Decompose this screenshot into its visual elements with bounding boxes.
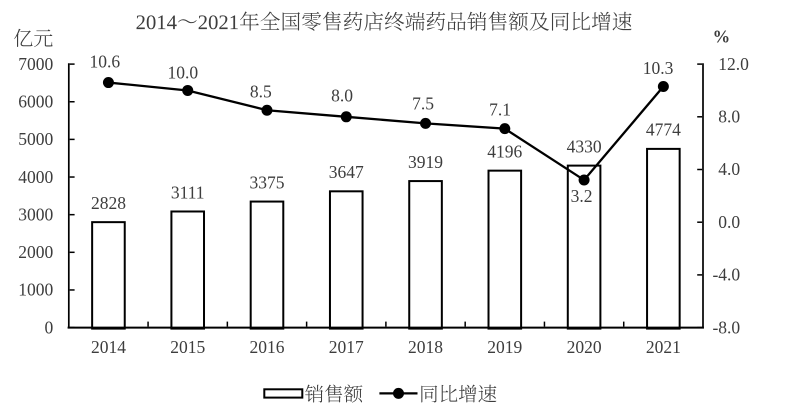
svg-text:2014: 2014 [91, 337, 126, 357]
svg-text:12.0: 12.0 [718, 54, 749, 74]
svg-text:6000: 6000 [18, 91, 53, 111]
svg-text:4196: 4196 [487, 141, 522, 161]
svg-text:3919: 3919 [408, 152, 443, 172]
svg-text:0.0: 0.0 [718, 212, 740, 232]
svg-text:3647: 3647 [329, 162, 364, 182]
svg-text:2018: 2018 [408, 337, 443, 357]
svg-text:10.3: 10.3 [643, 58, 674, 78]
svg-text:2019: 2019 [487, 337, 522, 357]
svg-text:4.0: 4.0 [718, 159, 740, 179]
svg-text:-4.0: -4.0 [712, 265, 740, 285]
svg-text:10.0: 10.0 [167, 63, 198, 83]
svg-text:2017: 2017 [329, 337, 364, 357]
svg-text:0: 0 [44, 317, 53, 337]
svg-text:10.6: 10.6 [89, 52, 120, 72]
svg-text:7.1: 7.1 [489, 100, 511, 120]
svg-text:3111: 3111 [171, 182, 205, 202]
svg-text:8.0: 8.0 [718, 107, 740, 127]
svg-text:-8.0: -8.0 [712, 317, 740, 337]
svg-text:4330: 4330 [567, 136, 602, 156]
svg-text:2828: 2828 [91, 193, 126, 213]
svg-text:3.2: 3.2 [571, 186, 593, 206]
svg-text:4774: 4774 [646, 120, 681, 140]
svg-text:%: % [713, 27, 731, 47]
svg-text:4000: 4000 [18, 167, 53, 187]
svg-text:5000: 5000 [18, 129, 53, 149]
svg-text:7000: 7000 [18, 54, 53, 74]
svg-text:2015: 2015 [170, 337, 205, 357]
svg-text:2000: 2000 [18, 242, 53, 262]
svg-text:8.0: 8.0 [331, 86, 353, 106]
svg-text:2016: 2016 [249, 337, 284, 357]
svg-text:2021: 2021 [646, 337, 681, 357]
svg-text:3375: 3375 [249, 172, 284, 192]
svg-text:3000: 3000 [18, 204, 53, 224]
svg-text:1000: 1000 [18, 280, 53, 300]
svg-text:7.5: 7.5 [412, 94, 434, 114]
svg-text:2020: 2020 [567, 337, 602, 357]
svg-text:8.5: 8.5 [250, 82, 272, 102]
